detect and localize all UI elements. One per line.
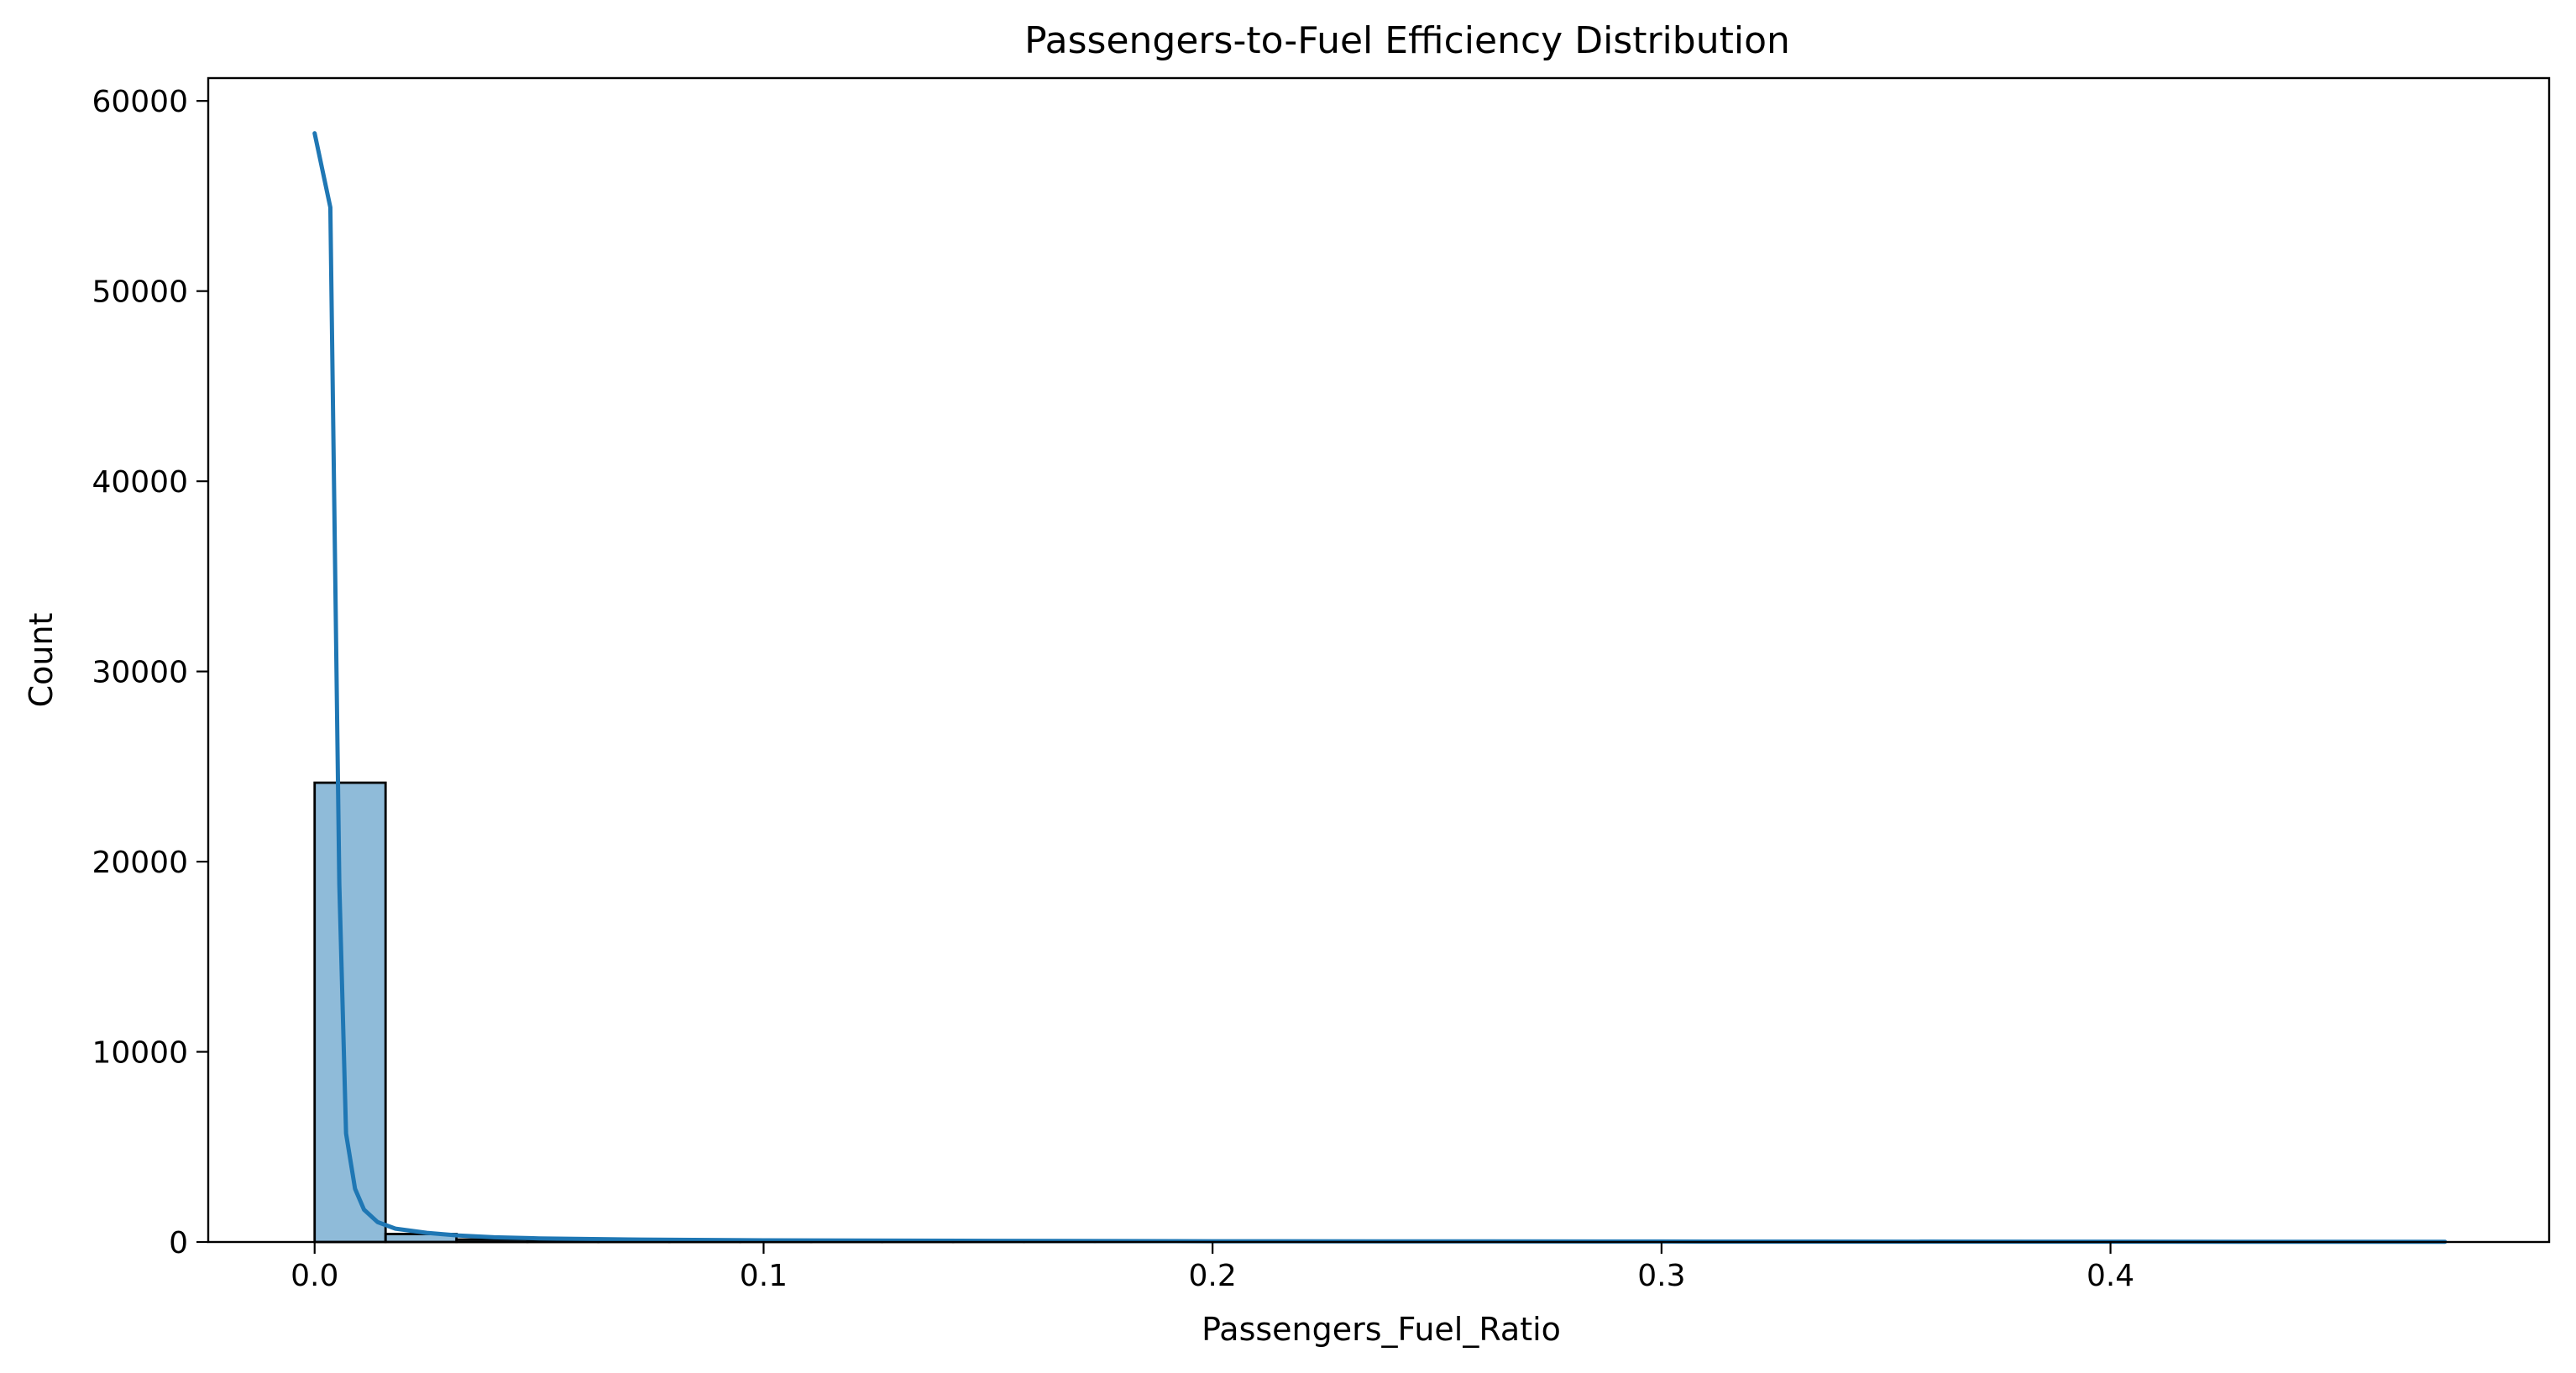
y-tick-label: 50000 (92, 275, 188, 310)
y-tick-label: 60000 (92, 85, 188, 119)
plot-frame (207, 76, 2551, 1244)
y-tick-label: 30000 (92, 656, 188, 690)
y-tick-label: 20000 (92, 846, 188, 880)
x-axis-label: Passengers_Fuel_Ratio (1202, 1311, 1561, 1348)
x-tick-label: 0.1 (740, 1259, 788, 1293)
x-tick-label: 0.2 (1189, 1259, 1237, 1293)
y-tick-label: 40000 (92, 465, 188, 500)
x-tick-label: 0.3 (1637, 1259, 1685, 1293)
x-tick-label: 0.4 (2086, 1259, 2134, 1293)
chart-title: Passengers-to-Fuel Efficiency Distributi… (1024, 19, 1790, 62)
y-tick-label: 0 (169, 1226, 188, 1260)
y-tick-label: 10000 (92, 1036, 188, 1071)
histogram-bars (313, 781, 2444, 1244)
histogram-bar (313, 781, 387, 1244)
y-axis: 0 10000 20000 30000 40000 50000 60000 (92, 85, 208, 1260)
x-axis: 0.0 0.1 0.2 0.3 0.4 (291, 1242, 2134, 1293)
kde-curve (312, 131, 2448, 1245)
y-axis-label: Count (23, 613, 60, 708)
x-tick-label: 0.0 (291, 1259, 338, 1293)
